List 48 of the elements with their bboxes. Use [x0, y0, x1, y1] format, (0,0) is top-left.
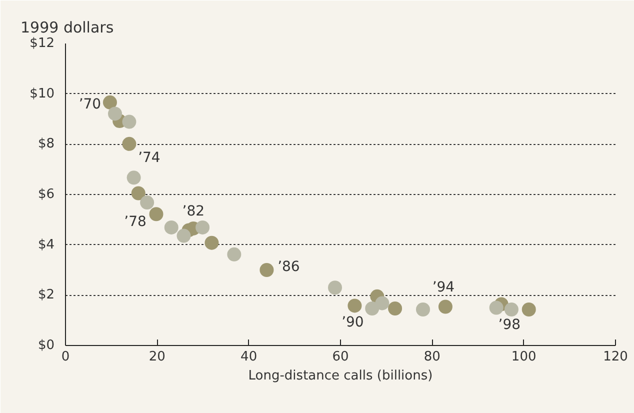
point — [176, 228, 191, 243]
x-tick-label: 40 — [240, 350, 258, 364]
annotation: ’70 — [78, 96, 102, 112]
x-tick-label: 120 — [603, 350, 628, 364]
point — [126, 170, 141, 185]
annotation: ’78 — [124, 214, 146, 230]
point — [108, 106, 122, 121]
annotation: ’74 — [138, 150, 160, 166]
annotation: ’98 — [498, 317, 521, 334]
point — [328, 280, 342, 295]
y-tick-label: $6 — [38, 187, 55, 202]
x-tick-label: 60 — [332, 350, 349, 364]
point — [365, 302, 380, 316]
y-tick-label: $8 — [38, 136, 55, 152]
x-tick-label: 80 — [424, 350, 440, 364]
point — [504, 302, 518, 316]
x-tick-label: 100 — [511, 350, 536, 364]
point — [438, 300, 452, 314]
point — [102, 95, 117, 110]
point — [489, 300, 504, 315]
point — [348, 298, 362, 313]
x-tick-label: 20 — [148, 350, 166, 364]
point — [375, 296, 390, 310]
point — [227, 247, 242, 262]
point — [196, 220, 210, 234]
y-tick-label: $10 — [30, 86, 55, 102]
y-tick-label: $0 — [38, 338, 55, 353]
annotation: ’94 — [432, 280, 455, 296]
x-tick-label: 0 — [61, 350, 70, 364]
y-tick-label: $12 — [30, 36, 55, 51]
y-tick-label: $4 — [38, 237, 55, 252]
point — [122, 136, 136, 151]
point — [522, 302, 536, 316]
point — [204, 236, 219, 250]
x-axis-title: Long-distance calls (billions) — [248, 368, 433, 384]
point — [260, 263, 274, 277]
y-axis-title: 1999 dollars — [20, 18, 114, 36]
annotation: ’86 — [278, 259, 300, 275]
point — [416, 302, 430, 316]
annotation: ’82 — [182, 203, 205, 220]
y-tick-label: $2 — [38, 288, 55, 303]
point — [140, 196, 154, 210]
annotation: ’90 — [342, 314, 364, 331]
point — [388, 302, 402, 316]
point — [149, 207, 164, 222]
point — [164, 220, 178, 234]
point — [131, 186, 146, 200]
point — [122, 114, 136, 129]
